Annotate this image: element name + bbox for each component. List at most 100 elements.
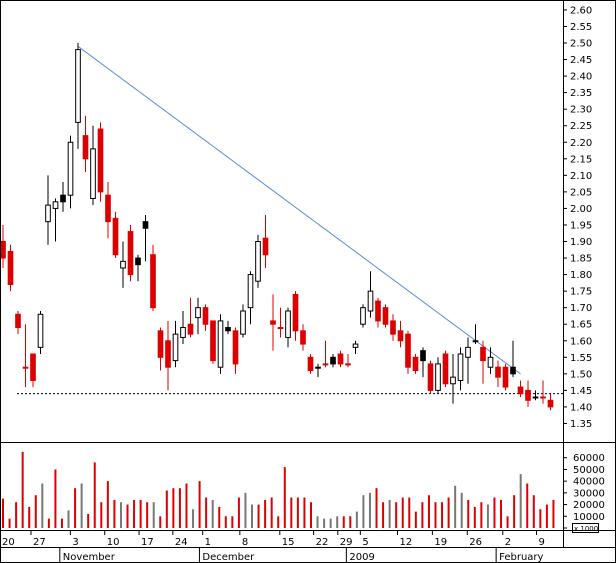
candle-body [427, 363, 434, 391]
candle [75, 43, 81, 149]
month-label: 2009 [349, 552, 374, 563]
candle-body [172, 333, 179, 362]
candle [210, 320, 216, 364]
candle [292, 291, 299, 341]
candle-body [480, 346, 486, 362]
candle-body [532, 396, 539, 399]
candle [82, 115, 89, 173]
price-tick-label: 1.60 [570, 336, 592, 347]
day-tick-label: 19 [434, 537, 447, 548]
candle-body [142, 221, 149, 229]
candle-body [165, 340, 171, 368]
candle-body [420, 350, 426, 362]
candle-body [247, 274, 254, 309]
candle-body [390, 320, 396, 335]
candle-body [157, 330, 164, 358]
candle [247, 271, 254, 325]
candle-body [285, 310, 291, 338]
volume-tick-label: 20000 [573, 500, 605, 511]
candle [217, 314, 224, 374]
candle [517, 380, 524, 397]
candle-body [307, 356, 314, 372]
price-tick-label: 2.20 [570, 138, 592, 149]
candle-body [15, 313, 21, 329]
volume-tick-label: 10000 [573, 512, 605, 523]
candle [112, 211, 119, 259]
price-tick-label: 2.55 [570, 22, 592, 33]
candle-body [67, 141, 74, 196]
price-tick-label: 2.15 [570, 154, 592, 165]
candle [240, 304, 246, 338]
candle-body [352, 343, 359, 348]
candle-body [202, 307, 209, 325]
candle-body [540, 396, 546, 399]
candle [142, 215, 149, 262]
candle [157, 327, 164, 371]
day-tick-label: 24 [175, 537, 188, 548]
candle [120, 241, 126, 288]
candle [262, 215, 269, 268]
day-tick-label: 3 [72, 537, 78, 548]
candle [202, 304, 209, 331]
candle [90, 125, 96, 206]
candle-body [37, 313, 44, 348]
candle [165, 320, 171, 391]
candle [67, 135, 74, 209]
day-tick-label: 5 [362, 537, 368, 548]
candle-body [127, 231, 134, 276]
candle [510, 340, 516, 378]
day-tick-label: 29 [340, 537, 353, 548]
candle-body [7, 250, 14, 286]
price-tick-label: 2.50 [570, 39, 592, 50]
candle [315, 363, 321, 378]
candle-body [412, 356, 419, 372]
candle [352, 340, 359, 354]
candle [7, 244, 14, 292]
candle [442, 350, 449, 388]
price-tick-label: 2.30 [570, 105, 592, 116]
month-label: November [63, 552, 116, 563]
candle-body [277, 327, 284, 330]
candle-body [457, 353, 464, 381]
price-tick-label: 2.60 [570, 5, 592, 16]
candle-body [97, 128, 104, 193]
candle [480, 340, 486, 384]
candle-body [547, 399, 554, 408]
candle-body [495, 366, 501, 378]
candle [322, 340, 329, 368]
candle-body [360, 307, 366, 325]
candle-body [135, 257, 141, 266]
candle [532, 390, 539, 401]
candle [300, 324, 306, 351]
candle-body [195, 307, 201, 319]
candle-body [487, 356, 494, 368]
day-tick-label: 12 [399, 537, 412, 548]
price-tick-label: 2.10 [570, 171, 592, 182]
candle [337, 350, 344, 368]
price-tick-label: 2.45 [570, 55, 592, 66]
candle-body [112, 217, 119, 256]
candle-body [52, 201, 59, 209]
candle [465, 337, 471, 384]
candle-body [225, 327, 231, 332]
candle [375, 297, 381, 328]
candle [37, 310, 44, 354]
candle-body [465, 346, 471, 358]
volume-unit-label: x 1000 [574, 525, 598, 533]
volume-tick-label: 60000 [573, 453, 605, 464]
candle [15, 310, 21, 335]
candle-body [60, 194, 66, 203]
candle-body [472, 340, 479, 343]
candle-body [262, 237, 269, 256]
candle-body [75, 49, 81, 123]
price-tick-label: 2.05 [570, 187, 592, 198]
month-label: February [499, 552, 543, 563]
candle-body [382, 307, 389, 325]
candle-body [442, 353, 449, 385]
day-tick-label: 9 [539, 537, 545, 548]
candle-body [240, 310, 246, 335]
candle-body [502, 366, 509, 388]
candle [180, 310, 186, 345]
